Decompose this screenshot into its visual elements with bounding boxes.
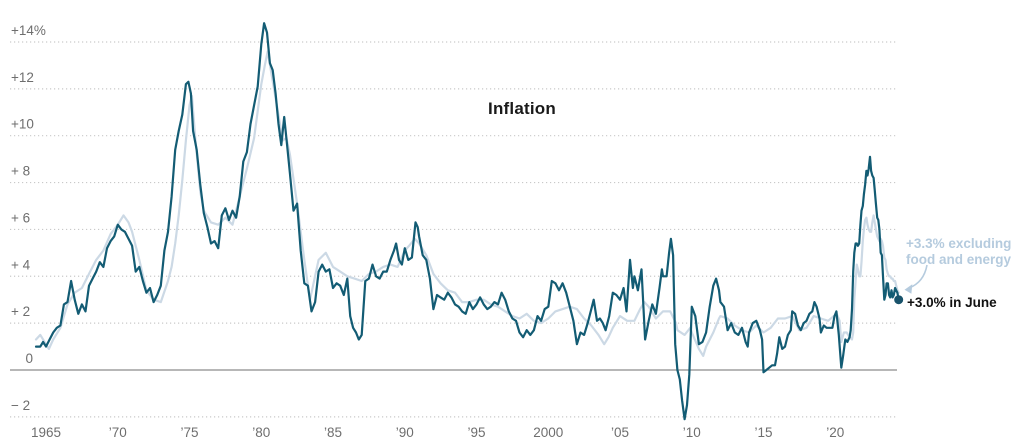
core-series-annotation: +3.3% excluding food and energy (906, 236, 1011, 268)
y-tick-label: +14% (11, 23, 46, 38)
y-tick-label: + 4 (11, 257, 31, 272)
x-tick-label: ’05 (611, 425, 629, 440)
y-gridlines (10, 41, 897, 418)
x-tick-label: ’15 (754, 425, 772, 440)
headline-series-annotation: +3.0% in June (907, 295, 997, 310)
x-tick-label: ’20 (826, 425, 844, 440)
y-tick-label: +10 (11, 117, 34, 132)
y-tick-label: + 2 (11, 304, 30, 319)
y-tick-label: + 8 (11, 164, 30, 179)
x-tick-label: ’10 (683, 425, 701, 440)
y-tick-label: − 2 (11, 398, 30, 413)
core-annotation-line1: +3.3% excluding (906, 236, 1012, 251)
x-tick-label: 2000 (533, 425, 563, 440)
annotation-arrow-icon (904, 264, 928, 294)
x-tick-label: 1965 (31, 425, 61, 440)
y-tick-label: +12 (11, 70, 34, 85)
chart-title: Inflation (488, 99, 556, 118)
x-tick-label: ’85 (324, 425, 342, 440)
x-axis-labels: 1965 ’70 ’75 ’80 ’85 ’90 ’95 2000 ’05 ’10 ’15 ’20 (31, 425, 844, 440)
y-axis-labels: +14% +12 +10 + 8 + 6 + 4 + 2 0 − 2 (11, 23, 46, 413)
x-tick-label: ’75 (180, 425, 198, 440)
headline-cpi-all-items-line (34, 22, 900, 421)
core-annotation-line2: food and energy (906, 252, 1012, 267)
series-end-dot (894, 295, 904, 305)
x-tick-label: ’90 (396, 425, 414, 440)
x-tick-label: ’70 (109, 425, 127, 440)
series-lines (34, 22, 904, 421)
x-tick-label: ’80 (252, 425, 270, 440)
y-tick-label: + 6 (11, 210, 30, 225)
y-tick-label: 0 (26, 351, 34, 366)
x-tick-label: ’95 (467, 425, 485, 440)
